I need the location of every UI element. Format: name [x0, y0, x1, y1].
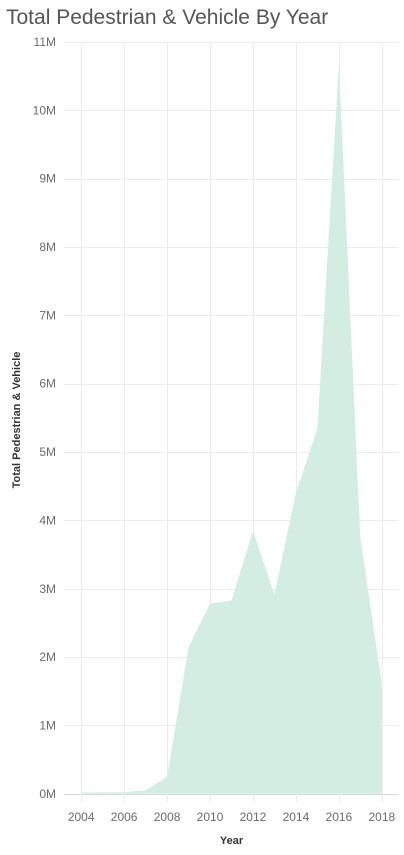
y-tick-label: 5M: [39, 445, 56, 459]
data-point-2018: [380, 681, 384, 685]
area-series: [79, 62, 384, 794]
data-point-2015: [315, 426, 319, 430]
y-tick-label: 11M: [34, 35, 56, 49]
data-point-2010: [208, 602, 212, 606]
y-axis-title: Total Pedestrian & Vehicle: [11, 352, 23, 489]
y-tick-label: 1M: [39, 718, 56, 732]
data-point-2008: [165, 775, 169, 779]
x-tick-label: 2016: [326, 810, 353, 824]
x-axis: 2004 2006 2008 2010 2012 2014 2016 2018: [68, 810, 396, 824]
data-point-2012: [251, 529, 255, 533]
x-tick-label: 2018: [368, 810, 395, 824]
x-tick-label: 2008: [154, 810, 181, 824]
data-point-2013: [272, 592, 276, 596]
x-tick-label: 2004: [68, 810, 95, 824]
data-point-2017: [358, 536, 362, 540]
data-point-2005: [101, 790, 105, 794]
y-tick-label: 8M: [39, 240, 56, 254]
area-fill: [81, 63, 382, 794]
x-tick-label: 2010: [197, 810, 224, 824]
y-axis: 0M 1M 2M 3M 4M 5M 6M 7M 8M 9M 10M 11M: [33, 35, 56, 801]
x-tick-label: 2006: [111, 810, 138, 824]
y-tick-label: 2M: [39, 650, 56, 664]
data-point-2006: [122, 790, 126, 794]
x-tick-label: 2014: [283, 810, 310, 824]
data-point-2014: [294, 491, 298, 495]
data-point-2011: [230, 598, 234, 602]
y-tick-label: 3M: [39, 582, 56, 596]
data-point-2016: [337, 62, 341, 66]
data-point-2009: [187, 645, 191, 649]
y-tick-label: 10M: [33, 103, 56, 117]
y-tick-label: 9M: [39, 172, 56, 186]
data-point-2007: [144, 788, 148, 792]
chart-title: Total Pedestrian & Vehicle By Year: [6, 6, 329, 29]
y-tick-label: 0M: [39, 787, 56, 801]
y-tick-label: 7M: [39, 308, 56, 322]
data-point-2004: [79, 790, 83, 794]
x-tick-label: 2012: [240, 810, 267, 824]
y-tick-label: 6M: [39, 377, 56, 391]
x-axis-title: Year: [220, 835, 244, 847]
y-tick-label: 4M: [39, 513, 56, 527]
